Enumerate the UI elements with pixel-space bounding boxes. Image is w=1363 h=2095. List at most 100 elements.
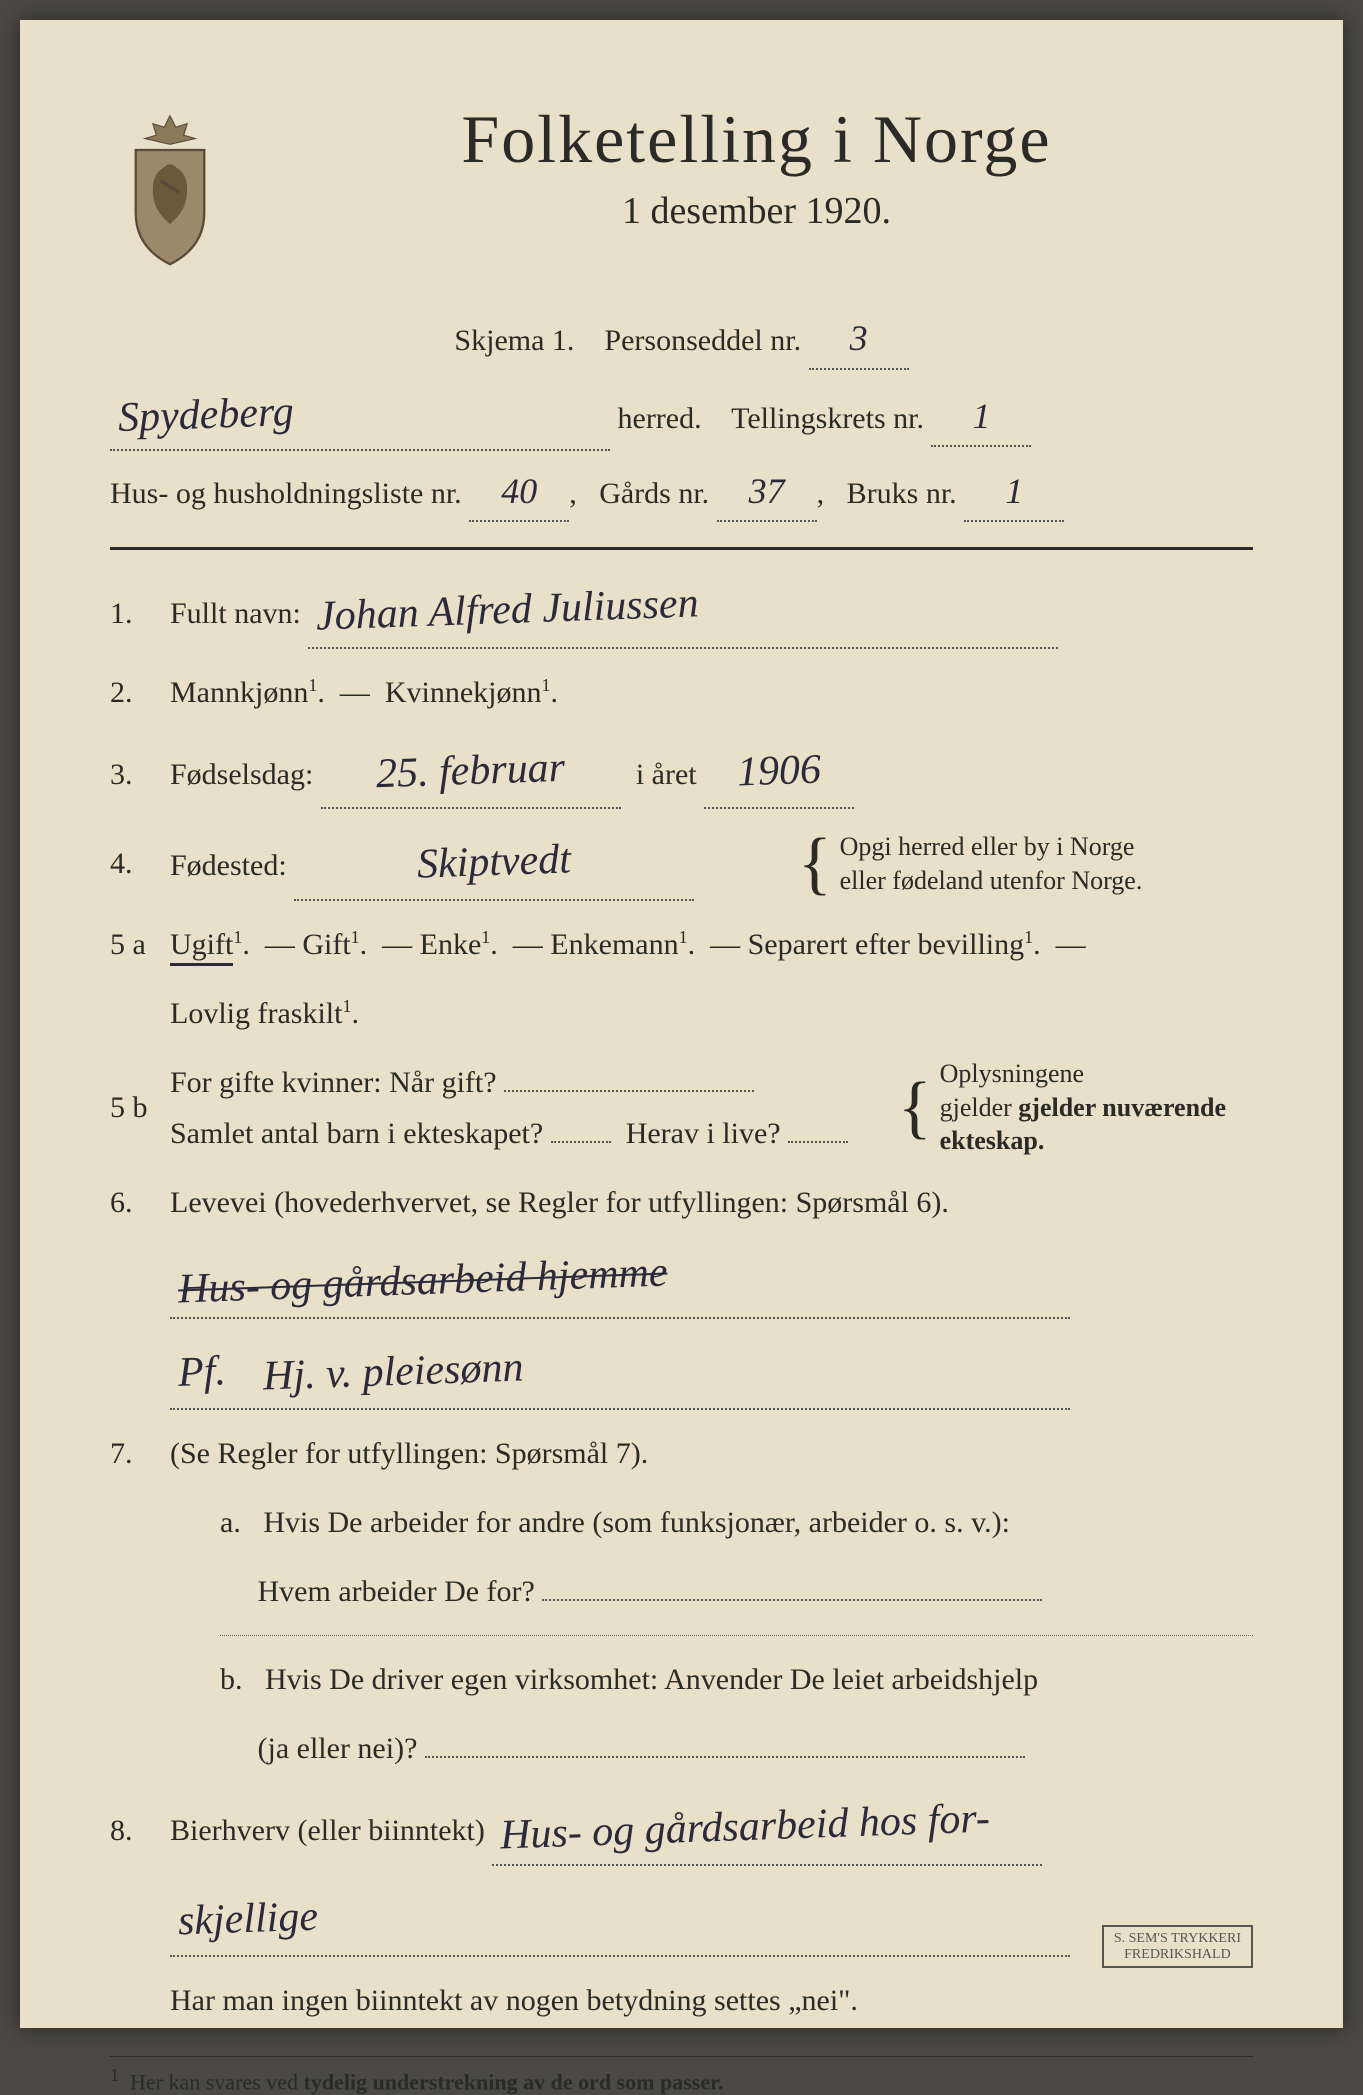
tellingskrets-value: 1 (972, 388, 990, 446)
schema-line: Skjema 1. Personseddel nr. 3 (110, 310, 1253, 370)
bruks-value: 1 (1005, 463, 1023, 521)
printer-stamp: S. SEM'S TRYKKERI FREDRIKSHALD (1102, 1925, 1253, 1968)
census-form-page: Folketelling i Norge 1 desember 1920. Sk… (20, 20, 1343, 2028)
q3-year: 1906 (736, 734, 822, 808)
herred-value: Spydeberg (117, 379, 295, 452)
divider (110, 547, 1253, 550)
q5b-note3: ekteskap. (940, 1126, 1045, 1155)
personseddel-label: Personseddel nr. (604, 324, 801, 357)
divider (220, 1635, 1253, 1636)
q5a-enke: Enke (420, 928, 482, 961)
sup: 1 (308, 675, 317, 695)
q7a-label: a. (220, 1506, 241, 1539)
q8-note: Har man ingen biinntekt av nogen betydni… (110, 1975, 1253, 2026)
q5b-note2: gjelder gjelder nuværende (940, 1093, 1226, 1122)
stamp-line2: FREDRIKSHALD (1124, 1947, 1231, 1962)
q7b-text1: Hvis De driver egen virksomhet: Anvender… (265, 1663, 1038, 1696)
q5a-num: 5 a (110, 919, 170, 970)
q3-daymonth: 25. februar (375, 732, 566, 810)
hus-value: 40 (501, 463, 537, 521)
q8-label: Bierhverv (eller biinntekt) (170, 1814, 485, 1847)
header-block: Folketelling i Norge 1 desember 1920. (110, 100, 1253, 270)
q6-prefix: Pf. (177, 1336, 227, 1409)
q4-label: Fødested: (170, 849, 287, 882)
schema-label: Skjema 1. (454, 324, 574, 357)
q7b-text2: (ja eller nei)? (258, 1732, 418, 1765)
sup: 1 (541, 675, 550, 695)
main-title: Folketelling i Norge (260, 100, 1253, 179)
q8-num: 8. (110, 1805, 170, 1856)
gards-label: Gårds nr. (599, 477, 709, 510)
question-2: 2. Mannkjønn1. — Kvinnekjønn1. (110, 667, 1253, 718)
footnote: 1 Her kan svares ved tydelig understrekn… (110, 2056, 1253, 2095)
q8-value2: skjellige (177, 1881, 319, 1957)
q5a-enkemann: Enkemann (550, 928, 678, 961)
q5a-ugift: Ugift (170, 928, 233, 966)
q4-note2: eller fødeland utenfor Norge. (840, 866, 1143, 895)
q4-note1: Opgi herred eller by i Norge (840, 832, 1135, 861)
q3-label: Fødselsdag: (170, 758, 313, 791)
bracket-icon: { (898, 1083, 932, 1132)
q7-label: (Se Regler for utfyllingen: Spørsmål 7). (170, 1428, 1253, 1479)
q7b-line2: (ja eller nei)? (110, 1723, 1253, 1774)
q6-answer-struck: Hus- og gårdsarbeid hjemme (110, 1246, 1253, 1319)
q1-num: 1. (110, 588, 170, 639)
gards-value: 37 (749, 463, 785, 521)
q8-value: Hus- og gårdsarbeid hos for- (499, 1784, 991, 1872)
title-block: Folketelling i Norge 1 desember 1920. (260, 100, 1253, 233)
q7-num: 7. (110, 1428, 170, 1479)
hus-line: Hus- og husholdningsliste nr. 40, Gårds … (110, 463, 1253, 523)
norwegian-coat-of-arms-icon (110, 110, 230, 270)
form-meta: Skjema 1. Personseddel nr. 3 Spydeberg h… (110, 310, 1253, 522)
q7a-text1: Hvis De arbeider for andre (som funksjon… (263, 1506, 1010, 1539)
q5a-separert: Separert efter bevilling (748, 928, 1025, 961)
q5b-label2: Samlet antal barn i ekteskapet? (170, 1117, 543, 1150)
q6-label: Levevei (hovederhvervet, se Regler for u… (170, 1177, 1253, 1228)
q5b-note1: Oplysningene (940, 1059, 1084, 1088)
q7a-line2: Hvem arbeider De for? (110, 1566, 1253, 1617)
question-6: 6. Levevei (hovederhvervet, se Regler fo… (110, 1177, 1253, 1228)
question-4: 4. Fødested: Skiptvedt { Opgi herred ell… (110, 827, 1253, 900)
q8-line2: skjellige (110, 1884, 1253, 1957)
q5b-num: 5 b (110, 1082, 170, 1133)
question-8: 8. Bierhverv (eller biinntekt) Hus- og g… (110, 1792, 1253, 1865)
footnote-text: Her kan svares ved tydelig understreknin… (130, 2069, 723, 2094)
q2-mann: Mannkjønn (170, 676, 308, 709)
question-5b: 5 b For gifte kvinner: Når gift? Samlet … (110, 1057, 1253, 1159)
q5a-line2: Lovlig fraskilt1. (110, 988, 1253, 1039)
q7b-label: b. (220, 1663, 243, 1696)
herred-label: herred. (618, 402, 702, 435)
footnote-marker: 1 (110, 2065, 119, 2085)
q2-num: 2. (110, 667, 170, 718)
question-5a: 5 a Ugift1. — Gift1. — Enke1. — Enkemann… (110, 919, 1253, 970)
q7b: b. Hvis De driver egen virksomhet: Anven… (110, 1654, 1253, 1705)
date-subtitle: 1 desember 1920. (260, 189, 1253, 233)
personseddel-value: 3 (850, 310, 868, 368)
question-7: 7. (Se Regler for utfyllingen: Spørsmål … (110, 1428, 1253, 1479)
hus-label: Hus- og husholdningsliste nr. (110, 477, 462, 510)
herred-line: Spydeberg herred. Tellingskrets nr. 1 (110, 382, 1253, 451)
stamp-line1: S. SEM'S TRYKKERI (1114, 1931, 1241, 1946)
bracket-icon: { (798, 839, 832, 888)
q6-answer: Pf. Hj. v. pleiesønn (110, 1337, 1253, 1410)
q2-kvinne: Kvinnekjønn (385, 676, 542, 709)
q6-num: 6. (110, 1177, 170, 1228)
q7a-text2: Hvem arbeider De for? (258, 1575, 535, 1608)
q5b-label3: Herav i live? (626, 1117, 781, 1150)
q1-value: Johan Alfred Juliussen (315, 569, 700, 654)
q7a: a. Hvis De arbeider for andre (som funks… (110, 1497, 1253, 1548)
question-1: 1. Fullt navn: Johan Alfred Juliussen (110, 575, 1253, 648)
q6-value-struck: Hus- og gårdsarbeid hjemme (177, 1237, 669, 1325)
q4-num: 4. (110, 838, 170, 889)
q6-value: Hj. v. pleiesønn (262, 1332, 525, 1412)
q5a-gift: Gift (302, 928, 350, 961)
q3-year-label: i året (636, 758, 697, 791)
q3-num: 3. (110, 749, 170, 800)
q4-note: Opgi herred eller by i Norge eller fødel… (840, 830, 1143, 898)
q5b-label1: For gifte kvinner: Når gift? (170, 1066, 497, 1099)
question-3: 3. Fødselsdag: 25. februar i året 1906 (110, 736, 1253, 809)
q1-label: Fullt navn: (170, 597, 301, 630)
bruks-label: Bruks nr. (847, 477, 957, 510)
q5a-fraskilt: Lovlig fraskilt (170, 997, 342, 1030)
q5b-note: Oplysningene gjelder gjelder nuværende e… (940, 1057, 1226, 1158)
